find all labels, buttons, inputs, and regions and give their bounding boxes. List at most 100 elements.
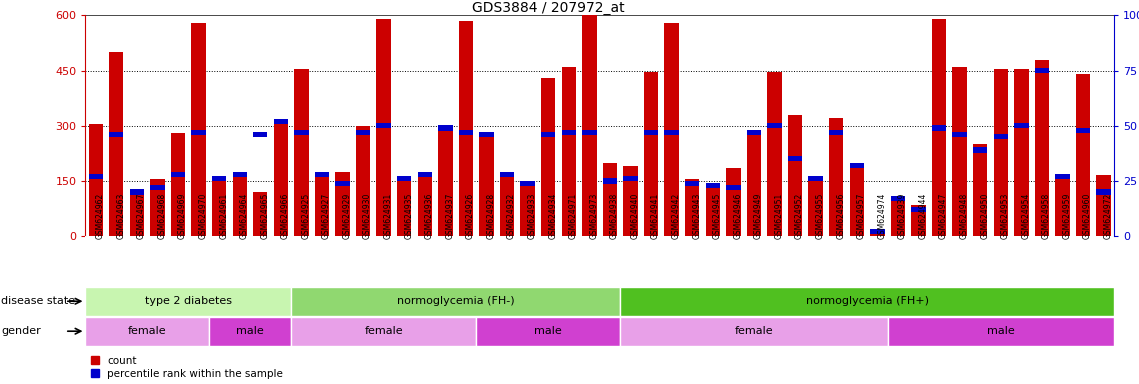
- Text: GSM624955: GSM624955: [816, 192, 825, 239]
- Bar: [191, 23, 206, 236]
- Bar: [541, 78, 556, 236]
- Text: GSM624962: GSM624962: [96, 192, 105, 239]
- Bar: [89, 124, 103, 236]
- Bar: [1034, 60, 1049, 236]
- Bar: [1076, 74, 1090, 236]
- Text: GSM624926: GSM624926: [466, 192, 475, 239]
- Bar: [314, 172, 329, 177]
- Text: GSM624974: GSM624974: [877, 192, 886, 239]
- Bar: [829, 130, 844, 135]
- Text: GSM624943: GSM624943: [693, 192, 702, 239]
- Bar: [623, 176, 638, 181]
- Text: GSM624929: GSM624929: [343, 192, 352, 239]
- Bar: [932, 19, 947, 236]
- Bar: [870, 232, 885, 236]
- Bar: [335, 180, 350, 186]
- Bar: [191, 130, 206, 135]
- Text: GSM624973: GSM624973: [589, 192, 598, 239]
- Bar: [109, 132, 123, 137]
- Bar: [232, 172, 247, 177]
- Bar: [623, 166, 638, 236]
- Bar: [603, 162, 617, 236]
- Bar: [1056, 175, 1070, 236]
- Bar: [459, 21, 473, 236]
- Bar: [85, 317, 208, 346]
- Bar: [459, 130, 473, 135]
- Bar: [1034, 68, 1049, 73]
- Bar: [685, 180, 699, 186]
- Text: GSM624937: GSM624937: [445, 192, 454, 239]
- Text: GSM624968: GSM624968: [157, 192, 166, 239]
- Bar: [273, 120, 288, 236]
- Text: GSM624933: GSM624933: [527, 192, 536, 239]
- Text: GSM624972: GSM624972: [1104, 192, 1113, 239]
- Bar: [952, 67, 967, 236]
- Bar: [150, 185, 165, 190]
- Bar: [1056, 174, 1070, 179]
- Bar: [809, 176, 822, 181]
- Bar: [85, 287, 292, 316]
- Bar: [562, 67, 576, 236]
- Text: female: female: [735, 326, 773, 336]
- Text: GSM624971: GSM624971: [568, 192, 577, 239]
- Text: GSM624967: GSM624967: [137, 192, 146, 239]
- Bar: [521, 183, 535, 236]
- Bar: [130, 189, 144, 195]
- Text: GSM624963: GSM624963: [116, 192, 125, 239]
- Text: GSM624966: GSM624966: [281, 192, 289, 239]
- Bar: [870, 229, 885, 234]
- Text: GSM624950: GSM624950: [981, 192, 990, 239]
- Text: GSM624928: GSM624928: [486, 192, 495, 239]
- Bar: [541, 132, 556, 137]
- Bar: [582, 15, 597, 236]
- Bar: [355, 130, 370, 135]
- Bar: [727, 168, 740, 236]
- Text: normoglycemia (FH-): normoglycemia (FH-): [396, 296, 515, 306]
- Text: type 2 diabetes: type 2 diabetes: [145, 296, 231, 306]
- Bar: [788, 115, 802, 236]
- Bar: [292, 317, 476, 346]
- Bar: [292, 287, 621, 316]
- Bar: [1097, 189, 1111, 195]
- Bar: [891, 196, 906, 201]
- Bar: [768, 123, 781, 128]
- Bar: [644, 73, 658, 236]
- Bar: [439, 126, 452, 236]
- Text: male: male: [534, 326, 563, 336]
- Bar: [993, 134, 1008, 139]
- Text: GSM624927: GSM624927: [322, 192, 331, 239]
- Bar: [1097, 175, 1111, 236]
- Text: GSM624925: GSM624925: [302, 192, 311, 239]
- Bar: [418, 172, 432, 177]
- Text: GSM624930: GSM624930: [363, 192, 372, 239]
- Text: GSM624961: GSM624961: [219, 192, 228, 239]
- Bar: [582, 130, 597, 135]
- Bar: [664, 23, 679, 236]
- Bar: [355, 126, 370, 236]
- Bar: [253, 132, 268, 137]
- Bar: [500, 172, 515, 177]
- Text: GSM624941: GSM624941: [652, 192, 661, 239]
- Bar: [1076, 127, 1090, 133]
- Bar: [644, 130, 658, 135]
- Text: GSM624931: GSM624931: [384, 192, 393, 239]
- Text: GSM624969: GSM624969: [178, 192, 187, 239]
- Bar: [500, 175, 515, 236]
- Text: normoglycemia (FH+): normoglycemia (FH+): [805, 296, 928, 306]
- Text: male: male: [986, 326, 1015, 336]
- Bar: [664, 130, 679, 135]
- Bar: [621, 287, 1114, 316]
- Bar: [603, 179, 617, 184]
- Bar: [150, 179, 165, 236]
- Text: GSM624949: GSM624949: [754, 192, 763, 239]
- Legend: count, percentile rank within the sample: count, percentile rank within the sample: [91, 356, 284, 379]
- Bar: [398, 176, 411, 181]
- Bar: [294, 69, 309, 236]
- Text: GSM624956: GSM624956: [836, 192, 845, 239]
- Text: GSM624944: GSM624944: [918, 192, 927, 239]
- Text: GSM624936: GSM624936: [425, 192, 434, 239]
- Bar: [314, 174, 329, 236]
- Text: GSM624945: GSM624945: [713, 192, 722, 239]
- Bar: [993, 69, 1008, 236]
- Bar: [232, 175, 247, 236]
